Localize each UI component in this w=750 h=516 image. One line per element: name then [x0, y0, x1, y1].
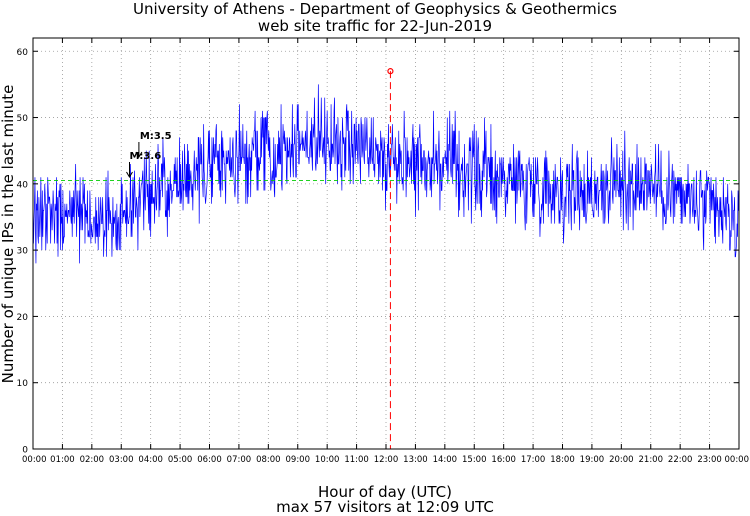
y-tick-label: 10: [17, 379, 29, 389]
annotation-arrowhead: [135, 151, 143, 158]
y-tick-label: 40: [17, 180, 29, 190]
x-tick-label: 01:00: [50, 455, 75, 465]
y-tick-label: 60: [17, 48, 29, 58]
max-visitors-note: max 57 visitors at 12:09 UTC: [276, 498, 494, 516]
x-tick-label: 12:00: [374, 455, 399, 465]
max-marker-point: [387, 68, 394, 75]
x-tick-label: 13:00: [403, 455, 428, 465]
chart-subtitle: web site traffic for 22-Jun-2019: [257, 17, 493, 35]
x-tick-label: 21:00: [639, 455, 664, 465]
x-tick-label: 03:00: [109, 455, 134, 465]
x-tick-label: 00:00: [22, 455, 47, 465]
x-tick-label: 07:00: [227, 455, 252, 465]
y-tick-label: 0: [22, 446, 28, 456]
x-tick-label: 16:00: [491, 455, 516, 465]
chart-title: University of Athens - Department of Geo…: [133, 0, 617, 18]
x-tick-label: 20:00: [609, 455, 634, 465]
x-tick-label: 09:00: [286, 455, 311, 465]
annotation-label: M:3.5: [140, 131, 172, 142]
axes-frame: [32, 37, 740, 450]
x-tick-label: 10:00: [315, 455, 340, 465]
y-tick-label: 30: [17, 247, 29, 257]
x-tick-label: 19:00: [580, 455, 605, 465]
annotation-label: M:3.6: [129, 151, 161, 162]
x-tick-label: 23:00: [697, 455, 722, 465]
x-tick-label: 11:00: [344, 455, 369, 465]
y-tick-label: 20: [17, 313, 29, 323]
traffic-series-line: [32, 84, 739, 264]
x-tick-label: 14:00: [433, 455, 458, 465]
x-tick-label: 02:00: [80, 455, 105, 465]
annotation-arrowhead: [126, 171, 133, 178]
x-tick-label: 04:00: [138, 455, 163, 465]
x-axis-label: Hour of day (UTC): [318, 483, 452, 501]
y-tick-label: 50: [17, 114, 29, 124]
x-tick-label: 08:00: [256, 455, 281, 465]
x-tick-label: 18:00: [550, 455, 575, 465]
x-tick-label: 22:00: [668, 455, 693, 465]
x-tick-label: 15:00: [462, 455, 487, 465]
x-tick-label: 05:00: [168, 455, 193, 465]
x-tick-label: 06:00: [197, 455, 222, 465]
x-tick-label: 17:00: [521, 455, 546, 465]
x-tick-label: 00:00: [725, 455, 750, 465]
